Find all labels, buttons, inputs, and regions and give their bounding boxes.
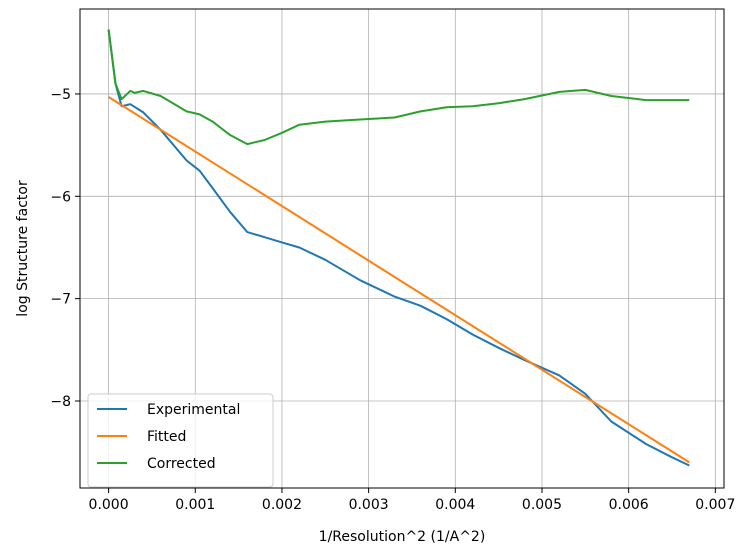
- x-tick-label: 0.005: [522, 497, 562, 513]
- y-axis-title: log Structure factor: [15, 180, 31, 317]
- series-lines: [107, 29, 690, 467]
- x-tick-label: 0.002: [262, 497, 302, 513]
- x-axis-title: 1/Resolution^2 (1/A^2): [319, 529, 486, 545]
- y-tick-label: −5: [50, 87, 71, 103]
- plot-frame: [79, 8, 725, 489]
- legend-label: Fitted: [147, 429, 186, 445]
- x-tick-label: 0.000: [89, 497, 129, 513]
- x-tick-label: 0.006: [609, 497, 649, 513]
- x-tick-label: 0.004: [435, 497, 475, 513]
- legend-item-corrected: Corrected: [97, 456, 216, 472]
- series-line-corrected: [107, 29, 690, 146]
- legend-item-experimental: Experimental: [97, 402, 240, 418]
- y-tick-label: −6: [50, 189, 71, 205]
- legend-item-fitted: Fitted: [97, 429, 186, 445]
- x-tick-label: 0.003: [349, 497, 389, 513]
- legend: Experimental Fitted Corrected: [87, 393, 274, 488]
- x-axis-ticks: 0.000 0.001 0.002 0.003 0.004 0.005 0.006 0.007: [89, 488, 735, 513]
- series-line-fitted: [108, 96, 690, 464]
- x-tick-label: 0.007: [695, 497, 735, 513]
- y-tick-label: −8: [50, 394, 71, 410]
- y-tick-label: −7: [50, 292, 71, 308]
- series-line-experimental: [107, 29, 690, 467]
- legend-label: Corrected: [147, 456, 216, 472]
- y-axis-ticks: −8 −7 −6 −5: [50, 87, 80, 410]
- legend-label: Experimental: [147, 402, 240, 418]
- legend-box: [87, 393, 274, 488]
- x-tick-label: 0.001: [175, 497, 215, 513]
